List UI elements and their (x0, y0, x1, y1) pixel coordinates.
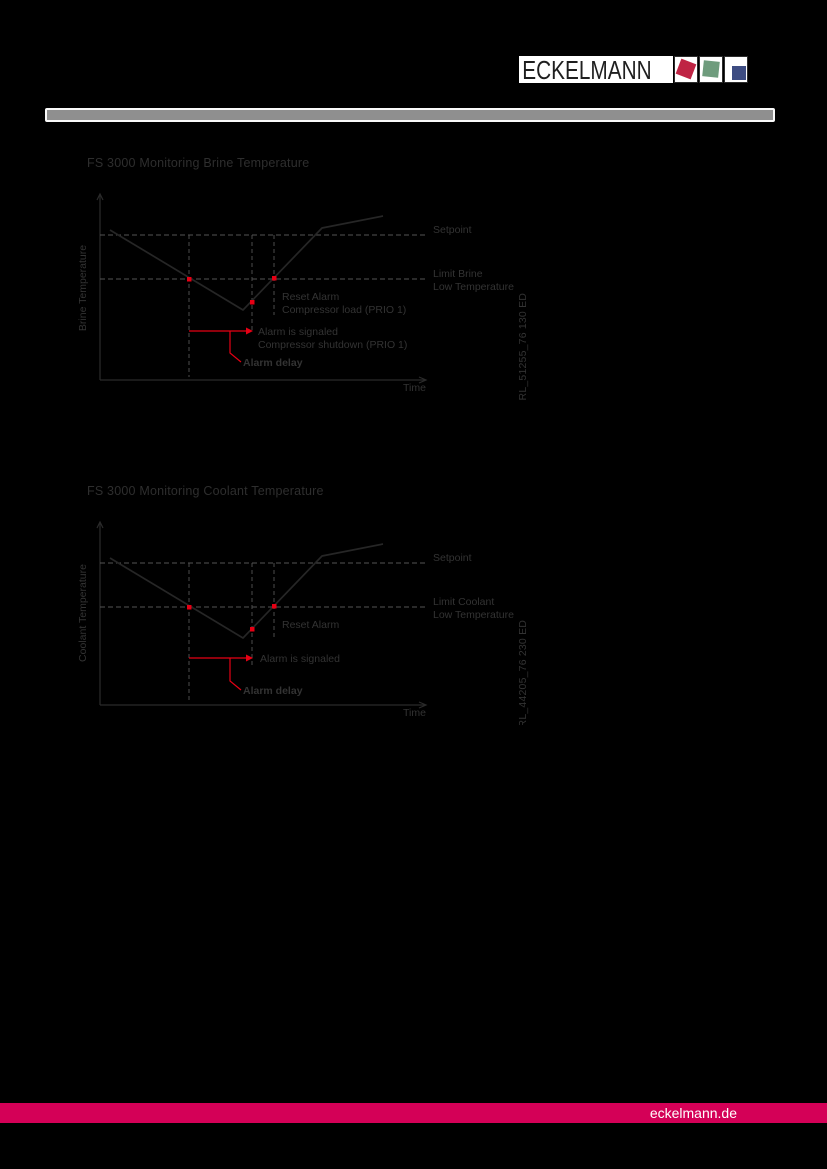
diagram-title-coolant: FS 3000 Monitoring Coolant Temperature (87, 484, 324, 498)
limit-crossed-point (187, 605, 192, 610)
reset-alarm-label-line1: Reset Alarm (282, 291, 339, 303)
logo-wordmark-text: ECKELMANN (522, 56, 652, 83)
reset-alarm-label-line2: Compressor load (PRIO 1) (282, 304, 406, 316)
x-axis-arrow-icon (418, 701, 428, 709)
limit-label-line2: Low Temperature (433, 609, 514, 621)
logo-box-green (699, 56, 723, 83)
alarm-delay-label: Alarm delay (243, 357, 303, 369)
alarm-delay-arrowhead-icon (246, 654, 253, 662)
y-axis-label: Coolant Temperature (77, 564, 89, 662)
limit-label-line1: Limit Brine (433, 268, 483, 280)
x-axis-label: Time (403, 707, 426, 719)
alarm-delay-connector (229, 331, 242, 363)
logo-wordmark-box: ECKELMANN (519, 56, 673, 83)
alarm-signaled-point (250, 627, 255, 632)
temperature-curve (109, 543, 384, 639)
alarm-reset-point (272, 604, 277, 609)
alarm-reset-point (272, 276, 277, 281)
diagram-coolant: Alarm delay Reset Alarm Alarm is signale… (77, 520, 529, 725)
reset-alarm-label: Reset Alarm (282, 619, 339, 631)
setpoint-label: Setpoint (433, 552, 472, 564)
figure-id-label: JXRL_44205_76 230 ED (517, 620, 529, 725)
limit-label-line2: Low Temperature (433, 281, 514, 293)
eckelmann-logo: ECKELMANN (519, 56, 748, 83)
figure-id-label: JXRL_51255_76 130 ED (517, 293, 529, 400)
alarm-signaled-label: Alarm is signaled (260, 653, 340, 665)
x-axis-label: Time (403, 382, 426, 394)
eckelmann-website-link[interactable]: eckelmann.de (649, 1105, 737, 1121)
logo-box-blue (724, 56, 748, 83)
y-axis-label: Brine Temperature (77, 245, 89, 331)
red-diamond-icon (675, 58, 697, 80)
alarm-delay-connector (229, 658, 242, 691)
diagram-brine: Alarm delay Reset Alarm Compressor load … (77, 192, 529, 400)
y-axis-arrow-icon (96, 192, 104, 201)
setpoint-label: Setpoint (433, 224, 472, 236)
logo-box-red (674, 56, 698, 83)
limit-label-line1: Limit Coolant (433, 596, 494, 608)
green-square-icon (702, 60, 720, 78)
alarm-delay-label: Alarm delay (243, 685, 303, 697)
alarm-signaled-label-line1: Alarm is signaled (258, 326, 338, 338)
alarm-delay-arrowhead-icon (246, 327, 253, 335)
y-axis-arrow-icon (96, 520, 104, 529)
footer-bar: eckelmann.de (0, 1103, 827, 1123)
diagram-title-brine: FS 3000 Monitoring Brine Temperature (87, 156, 310, 170)
alarm-signaled-label-line2: Compressor shutdown (PRIO 1) (258, 339, 407, 351)
temperature-curve (109, 215, 384, 311)
blue-square-icon (732, 66, 746, 80)
x-axis-arrow-icon (418, 376, 428, 384)
alarm-signaled-point (250, 300, 255, 305)
limit-crossed-point (187, 277, 192, 282)
header-rule (45, 108, 775, 122)
